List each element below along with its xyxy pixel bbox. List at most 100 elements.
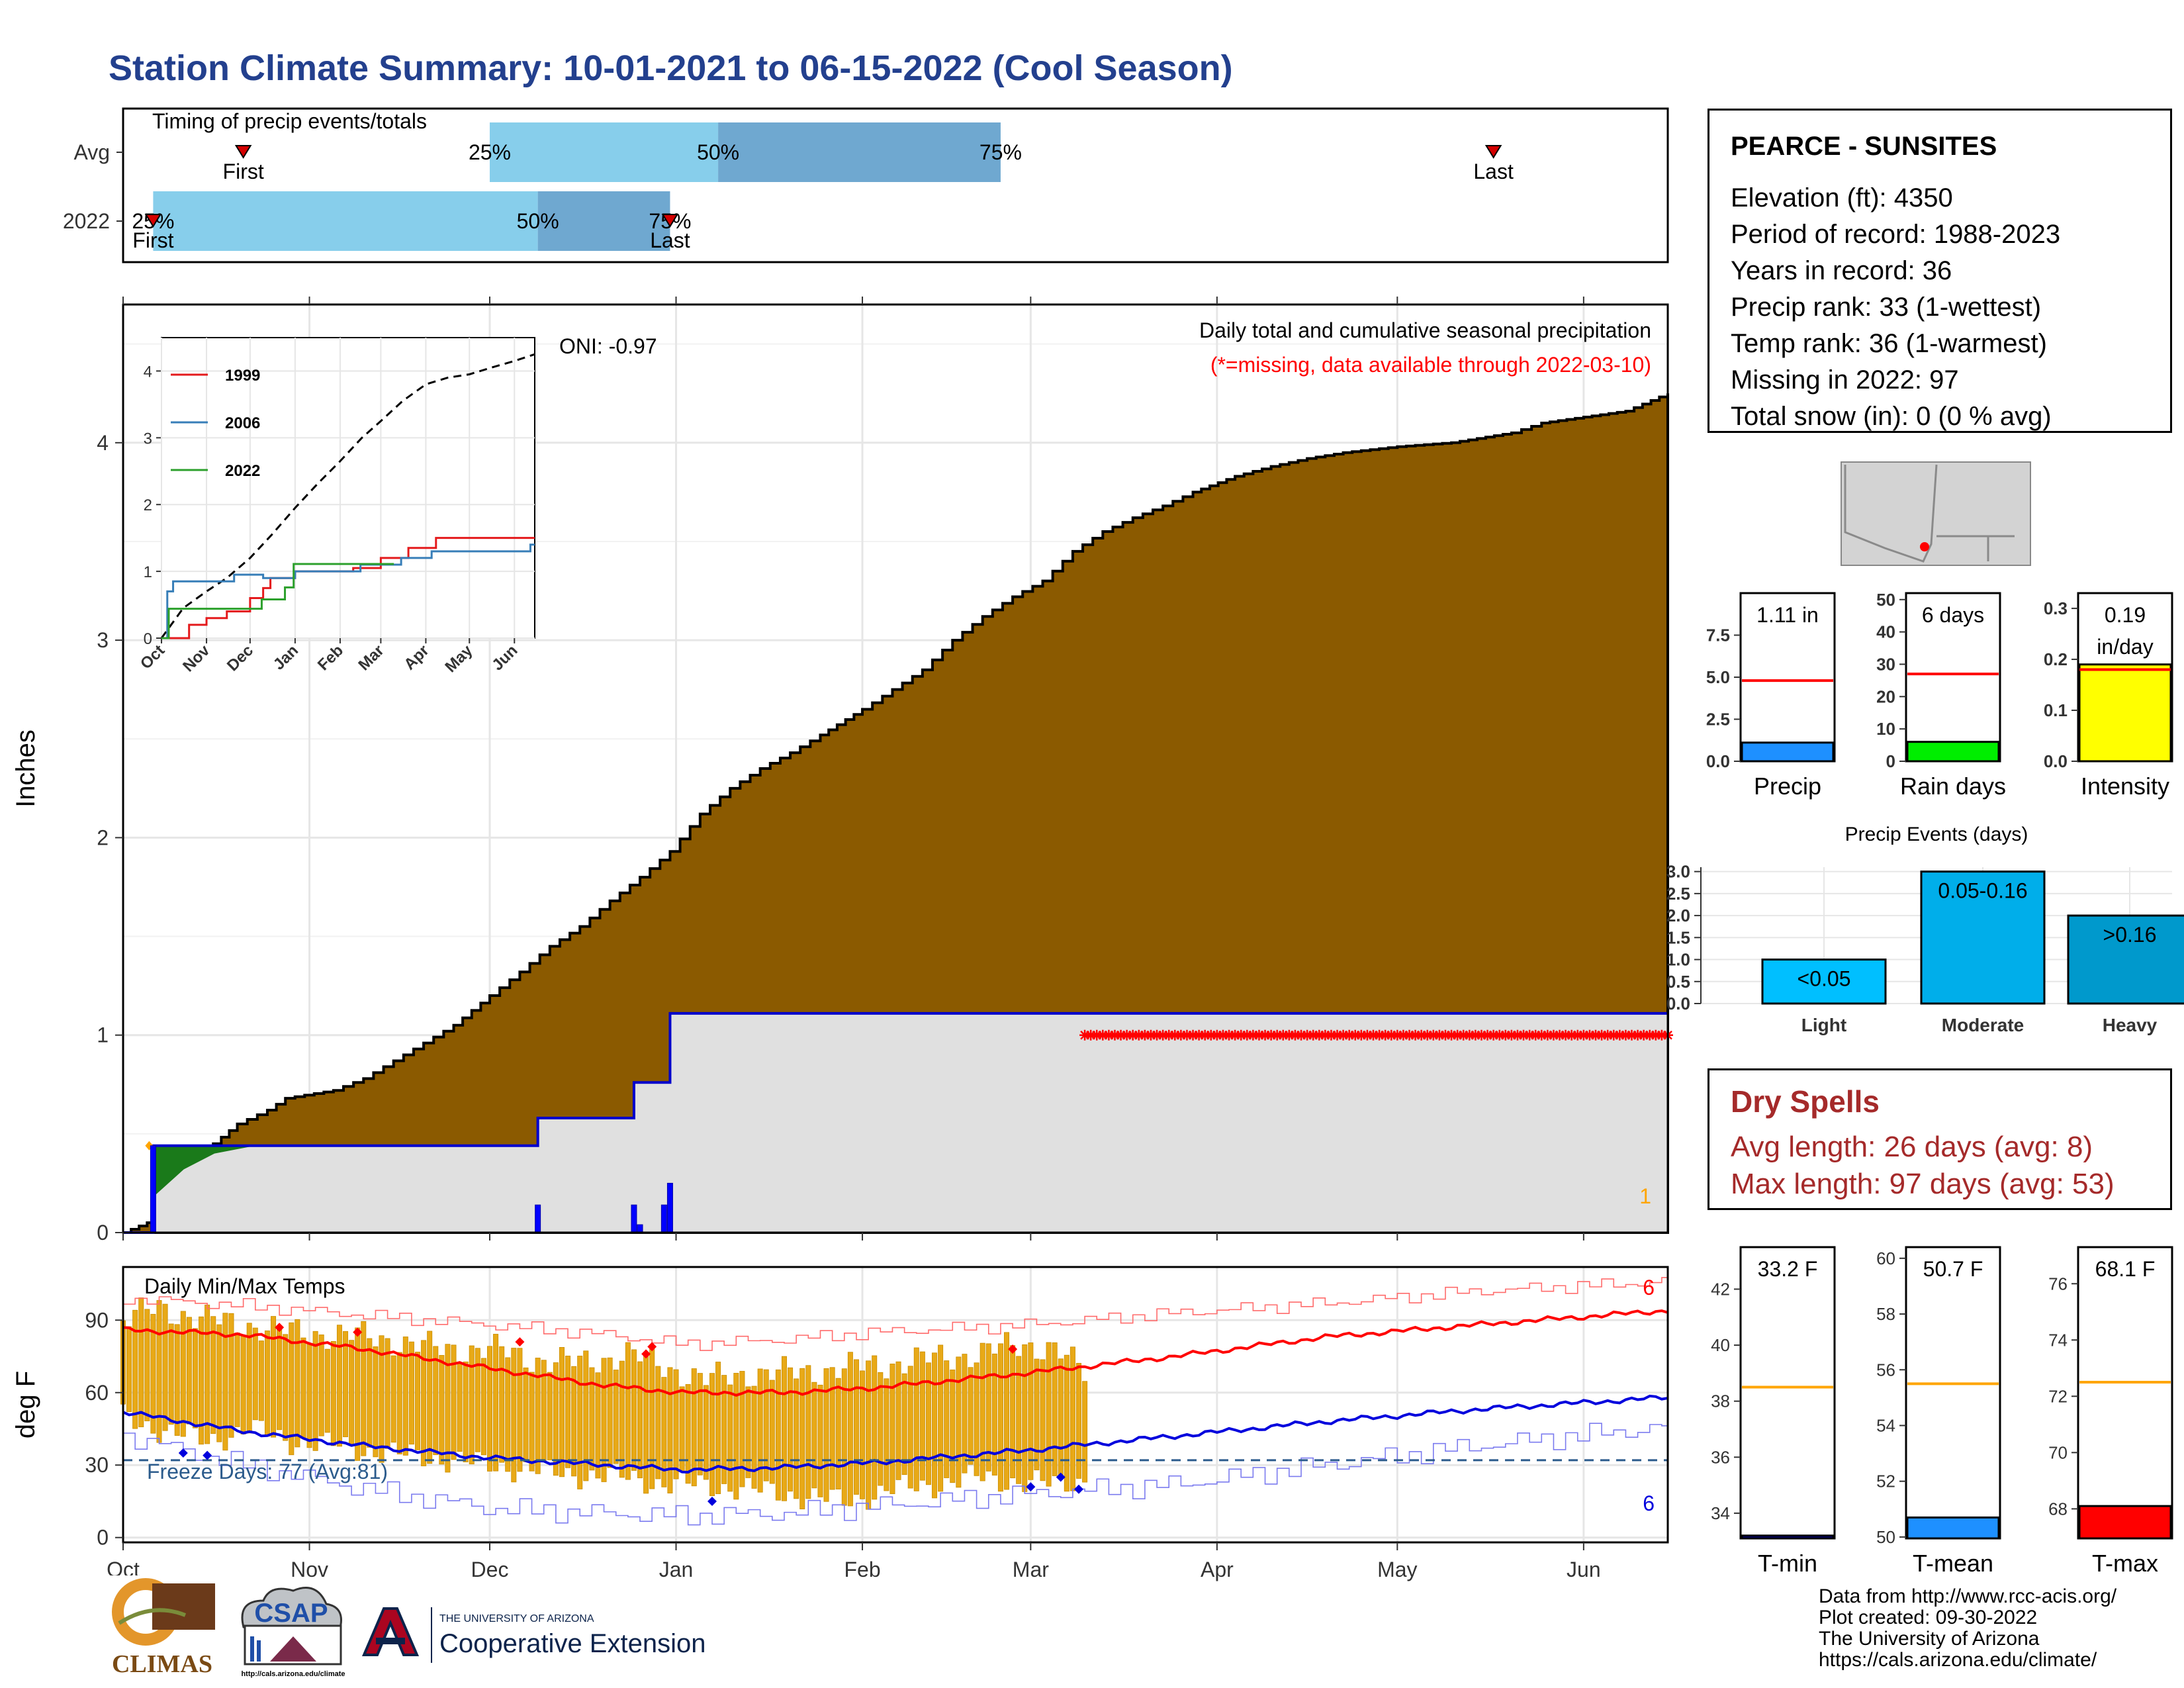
t-min-y-tick-label: 36 (1711, 1447, 1730, 1467)
daily-temp-range-bar (979, 1342, 985, 1481)
precip-events-bar-label: >0.16 (2103, 923, 2157, 947)
daily-temp-range-bar (486, 1346, 492, 1472)
inset-legend-label-2022: 2022 (225, 462, 260, 480)
t-max-y-tick-label: 68 (2048, 1499, 2068, 1519)
daily-temp-range-bar (367, 1338, 373, 1448)
daily-temp-range-bar (709, 1373, 715, 1496)
t-mean-bar (1906, 1516, 2000, 1540)
precip-count-label: 1 (1639, 1184, 1651, 1208)
daily-temp-range-bar (505, 1357, 511, 1472)
t-mean-y-tick-label: 56 (1876, 1360, 1895, 1380)
missing-day-marker (1145, 1029, 1156, 1041)
missing-day-marker (1380, 1029, 1391, 1041)
dry-spells-max: Max length: 97 days (avg: 53) (1731, 1168, 2115, 1200)
daily-temp-range-bar (402, 1336, 408, 1456)
current-cumulative-area (123, 1013, 1668, 1233)
daily-temp-range-bar (150, 1313, 156, 1434)
precip-events-category-label: Light (1801, 1015, 1846, 1035)
daily-temp-range-bar (390, 1355, 396, 1443)
station-snow: Total snow (in): 0 (0 % avg) (1731, 402, 2052, 431)
daily-temp-range-bar (306, 1343, 312, 1448)
record-min-temp-line (123, 1423, 1668, 1526)
daily-temp-range-bar (577, 1356, 583, 1489)
daily-temp-range-bar (210, 1316, 216, 1434)
rain-days-value-label: 6 days (1922, 603, 1984, 627)
missing-day-marker (1283, 1029, 1295, 1041)
missing-day-marker (1211, 1029, 1222, 1041)
daily-temp-range-bar (1046, 1342, 1052, 1487)
daily-temp-range-bar (673, 1369, 679, 1479)
daily-temp-range-bar (240, 1335, 246, 1434)
missing-day-marker (1193, 1029, 1205, 1041)
record-high-marker (275, 1323, 285, 1333)
daily-temp-range-bar (421, 1340, 427, 1466)
missing-day-marker (1349, 1029, 1361, 1041)
daily-temp-range-bar (523, 1367, 529, 1462)
daily-temp-range-bar (252, 1327, 258, 1421)
daily-temp-range-bar (974, 1362, 979, 1476)
t-mean-value-label: 50.7 F (1923, 1257, 1983, 1281)
missing-day-marker (1308, 1029, 1319, 1041)
missing-day-marker (1085, 1029, 1097, 1041)
station-location-dot (1920, 542, 1929, 551)
missing-day-marker (1433, 1029, 1445, 1041)
daily-temp-range-bar (751, 1385, 757, 1489)
temp-y-tick-label: 30 (85, 1453, 109, 1477)
record-low-marker (1056, 1472, 1066, 1482)
precip-y-tick-label: 4 (97, 431, 109, 455)
intensity-value-unit: in/day (2097, 635, 2153, 659)
inset-y-tick-label: 0 (144, 630, 152, 648)
daily-temp-range-bar (997, 1343, 1003, 1492)
precip-caption: Daily total and cumulative seasonal prec… (1199, 318, 1651, 342)
missing-day-marker (1163, 1029, 1175, 1041)
daily-temp-range-bar (727, 1384, 733, 1492)
intensity-bar (2078, 663, 2172, 763)
dry-spells-title: Dry Spells (1731, 1084, 1880, 1119)
timing-last-marker (661, 214, 679, 228)
missing-day-marker (1133, 1029, 1144, 1041)
precip-events-category-label: Moderate (1942, 1015, 2024, 1035)
missing-day-marker (1590, 1029, 1602, 1041)
daily-temp-range-bar (408, 1341, 414, 1445)
daily-temp-range-bar (733, 1373, 739, 1500)
daily-temp-range-bar (433, 1346, 439, 1456)
temp-y-axis-label: deg F (11, 1371, 40, 1438)
missing-day-marker (1230, 1029, 1241, 1041)
missing-day-marker (1392, 1029, 1403, 1041)
missing-day-marker (1091, 1029, 1103, 1041)
precip-total-frame (1739, 592, 1836, 763)
daily-temp-range-bar (835, 1378, 841, 1489)
csap-logo-text: CSAP (254, 1599, 328, 1628)
daily-temp-range-bar (625, 1342, 631, 1480)
t-mean-y-tick-label: 50 (1876, 1527, 1895, 1547)
timing-row-label: 2022 (63, 209, 110, 233)
daily-temp-range-bar (258, 1340, 264, 1421)
precip-y-tick-label: 2 (97, 825, 109, 849)
map-state-border (1844, 464, 1938, 563)
daily-temp-range-bar (907, 1366, 913, 1489)
daily-temp-range-bar (661, 1377, 667, 1487)
missing-day-marker (1253, 1029, 1265, 1041)
daily-temp-range-bar (919, 1351, 925, 1481)
daily-temp-range-bar (679, 1386, 685, 1472)
intensity-y-tick-label: 0.1 (2044, 700, 2068, 720)
daily-temp-range-bar (168, 1323, 174, 1425)
daily-temp-range-bar (721, 1375, 727, 1484)
temp-panel-title: Daily Min/Max Temps (144, 1274, 345, 1298)
page-title: Station Climate Summary: 10-01-2021 to 0… (109, 48, 1233, 88)
temp-panel-bg (123, 1267, 1668, 1542)
daily-temp-range-bar (895, 1361, 901, 1480)
daily-precip-bar (631, 1204, 637, 1233)
t-mean-y-tick-label: 60 (1876, 1248, 1895, 1268)
daily-temp-range-bar (445, 1344, 451, 1473)
precip-events-bar (1761, 959, 1887, 1005)
t-min-value-label: 33.2 F (1758, 1257, 1818, 1281)
daily-temp-range-bar (889, 1364, 895, 1495)
t-min-frame (1739, 1246, 1836, 1540)
daily-temp-range-bar (631, 1349, 637, 1471)
daily-temp-range-bar (216, 1324, 222, 1442)
record-max-temp-line (123, 1277, 1668, 1351)
timing-first-label: First (132, 228, 173, 252)
daily-temp-range-bar (763, 1369, 769, 1481)
missing-day-marker (1271, 1029, 1283, 1041)
